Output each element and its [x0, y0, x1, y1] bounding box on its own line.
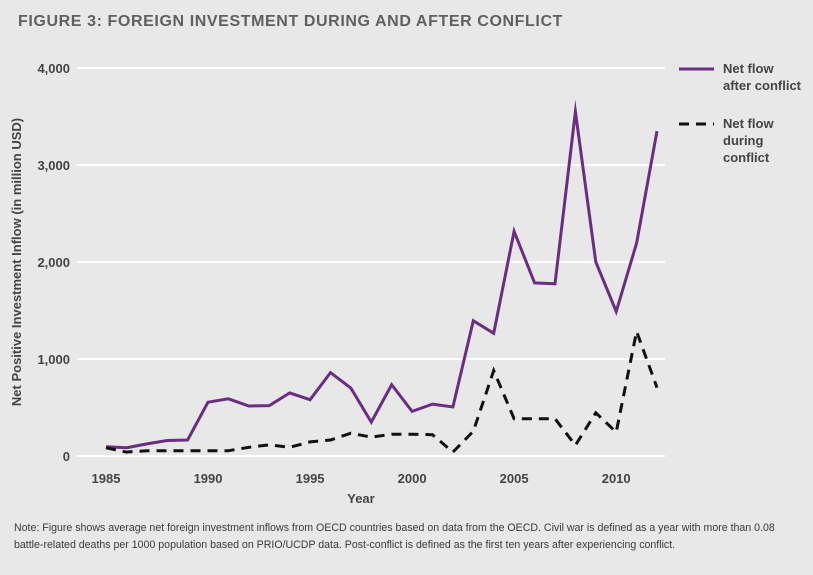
- legend-label: Net flow during conflict: [723, 116, 774, 165]
- y-axis-label: Net Positive Investment Inflow (in milli…: [9, 118, 24, 406]
- x-axis-ticks: 1985 1990 1995 2000 2005 2010: [92, 471, 631, 486]
- x-tick-label: 2010: [602, 471, 631, 486]
- series: [105, 99, 659, 455]
- y-tick-label: 4,000: [37, 61, 70, 76]
- grid: [77, 67, 665, 457]
- chart-area: 0 1,000 2,000 3,000 4,000 1985 1990 1995 2000 20…: [9, 61, 802, 506]
- x-tick-label: 1990: [194, 471, 223, 486]
- y-tick-label: 1,000: [37, 352, 70, 367]
- legend: Net flow after conflict Net flow during conf…: [679, 61, 802, 165]
- y-axis-ticks: 0 1,000 2,000 3,000 4,000: [37, 61, 70, 464]
- x-axis-label: Year: [347, 491, 374, 506]
- y-tick-label: 3,000: [37, 158, 70, 173]
- x-tick-label: 1995: [296, 471, 325, 486]
- y-tick-label: 2,000: [37, 255, 70, 270]
- series-line-during-conflict: [105, 325, 659, 455]
- legend-label: Net flow after conflict: [723, 61, 802, 93]
- x-tick-label: 2005: [500, 471, 529, 486]
- series-line-after-conflict: [105, 99, 659, 450]
- figure-note: Note: Figure shows average net foreign i…: [14, 522, 775, 551]
- y-tick-label: 0: [63, 449, 70, 464]
- chart-title: FIGURE 3: FOREIGN INVESTMENT DURING AND …: [18, 13, 563, 30]
- x-tick-label: 1985: [92, 471, 121, 486]
- x-tick-label: 2000: [398, 471, 427, 486]
